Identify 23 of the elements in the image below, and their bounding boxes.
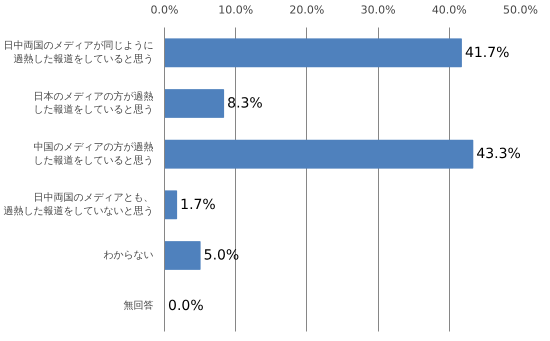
y-tick-label: わからない: [104, 250, 154, 261]
y-tick-label: 日中両国のメディアとも、過熱した報道をしていないと思う: [4, 192, 154, 217]
x-tick-label: 30.0%: [360, 4, 396, 16]
x-tick-label: 50.0%: [503, 4, 538, 16]
x-tick-label: 40.0%: [432, 4, 467, 16]
data-label: 43.3%: [476, 146, 521, 162]
data-label: 5.0%: [204, 248, 240, 264]
bar: [164, 89, 224, 118]
y-tick-label: 無回答: [124, 300, 154, 312]
x-tick-label: 10.0%: [218, 4, 254, 16]
bar: [164, 38, 462, 68]
x-tick-label: 20.0%: [289, 4, 324, 16]
data-label: 0.0%: [168, 298, 204, 314]
data-label: 41.7%: [464, 44, 510, 61]
y-tick-label: 日中両国のメディアが同じように過熱した報道をしていると思う: [4, 40, 154, 65]
data-label: 8.3%: [227, 96, 263, 112]
bar: [164, 241, 201, 270]
bar: [164, 190, 178, 220]
bar: [164, 140, 474, 169]
data-label: 1.7%: [180, 196, 216, 213]
x-tick-label: 0.0%: [150, 4, 178, 16]
y-tick-label: 中国のメディアの方が過熱した報道をしていると思う: [34, 141, 154, 166]
y-tick-label: 日本のメディアの方が過熱した報道をしていると思う: [34, 90, 154, 116]
